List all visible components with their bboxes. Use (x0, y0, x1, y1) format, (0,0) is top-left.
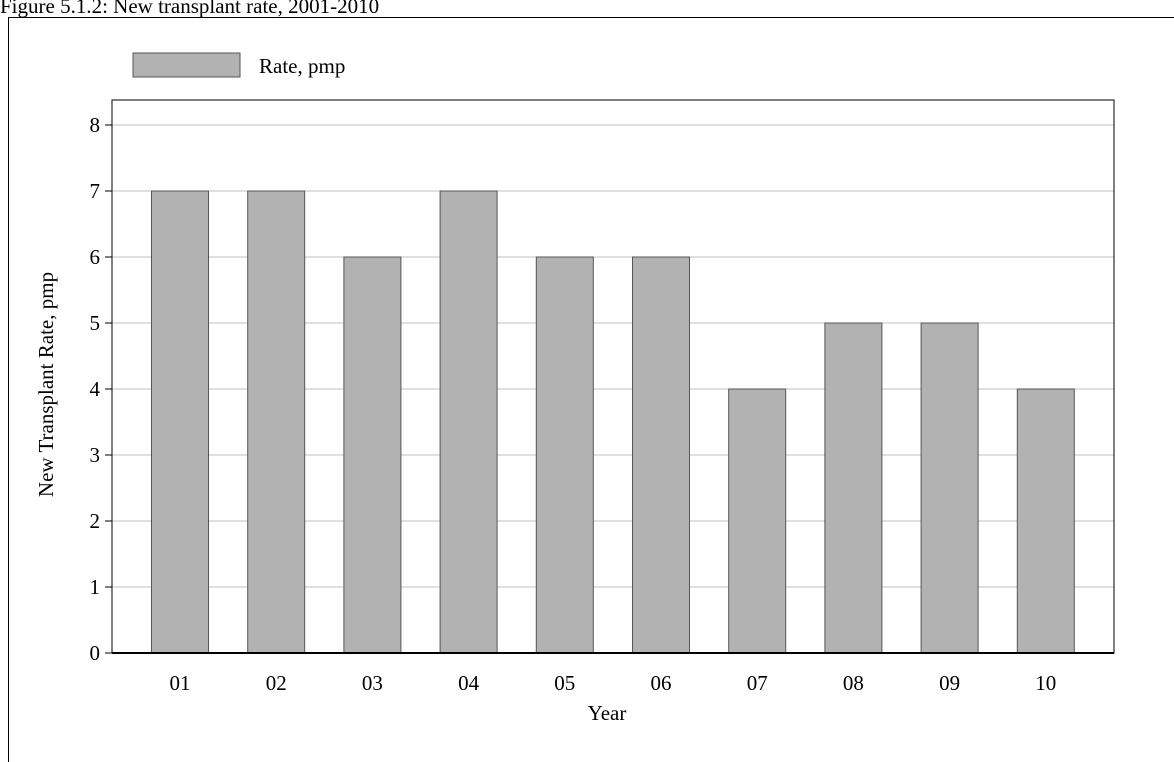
y-tick-label: 6 (90, 245, 101, 269)
x-tick-label: 08 (843, 671, 864, 695)
legend-label: Rate, pmp (259, 54, 345, 78)
y-tick-label: 0 (90, 641, 101, 665)
x-tick-label: 05 (554, 671, 575, 695)
bar-08 (824, 322, 883, 654)
bar-07 (728, 388, 787, 654)
bar-02 (247, 190, 306, 654)
x-tick-label: 06 (651, 671, 672, 695)
bars (151, 190, 1075, 654)
bar-01 (151, 190, 209, 654)
x-axis-ticks: 01 02 03 04 05 06 07 08 09 10 (170, 671, 1057, 695)
bar-10 (1016, 388, 1075, 654)
x-tick-label: 09 (939, 671, 960, 695)
x-tick-label: 10 (1035, 671, 1056, 695)
bar-09 (920, 322, 979, 654)
x-tick-label: 02 (266, 671, 287, 695)
bar-05 (535, 256, 594, 654)
y-axis-ticks: 0 1 2 3 4 5 6 7 8 (90, 113, 112, 665)
bar-06 (632, 256, 690, 654)
y-tick-label: 3 (90, 443, 101, 467)
y-tick-label: 2 (90, 509, 101, 533)
legend: Rate, pmp (132, 52, 345, 78)
y-tick-label: 5 (90, 311, 101, 335)
y-tick-label: 8 (90, 113, 101, 137)
bar-03 (343, 256, 402, 654)
chart-frame (8, 17, 1174, 762)
y-tick-label: 4 (90, 377, 101, 401)
y-axis-label: New Transplant Rate, pmp (34, 272, 58, 497)
legend-swatch (132, 52, 241, 78)
figure-title: Figure 5.1.2: New transplant rate, 2001-… (0, 0, 380, 18)
x-axis-label: Year (588, 701, 627, 725)
x-tick-label: 07 (747, 671, 768, 695)
bar-04 (439, 190, 498, 654)
x-tick-label: 03 (362, 671, 383, 695)
y-tick-label: 1 (90, 575, 101, 599)
y-tick-label: 7 (90, 179, 101, 203)
x-tick-label: 01 (170, 671, 191, 695)
x-tick-label: 04 (458, 671, 480, 695)
